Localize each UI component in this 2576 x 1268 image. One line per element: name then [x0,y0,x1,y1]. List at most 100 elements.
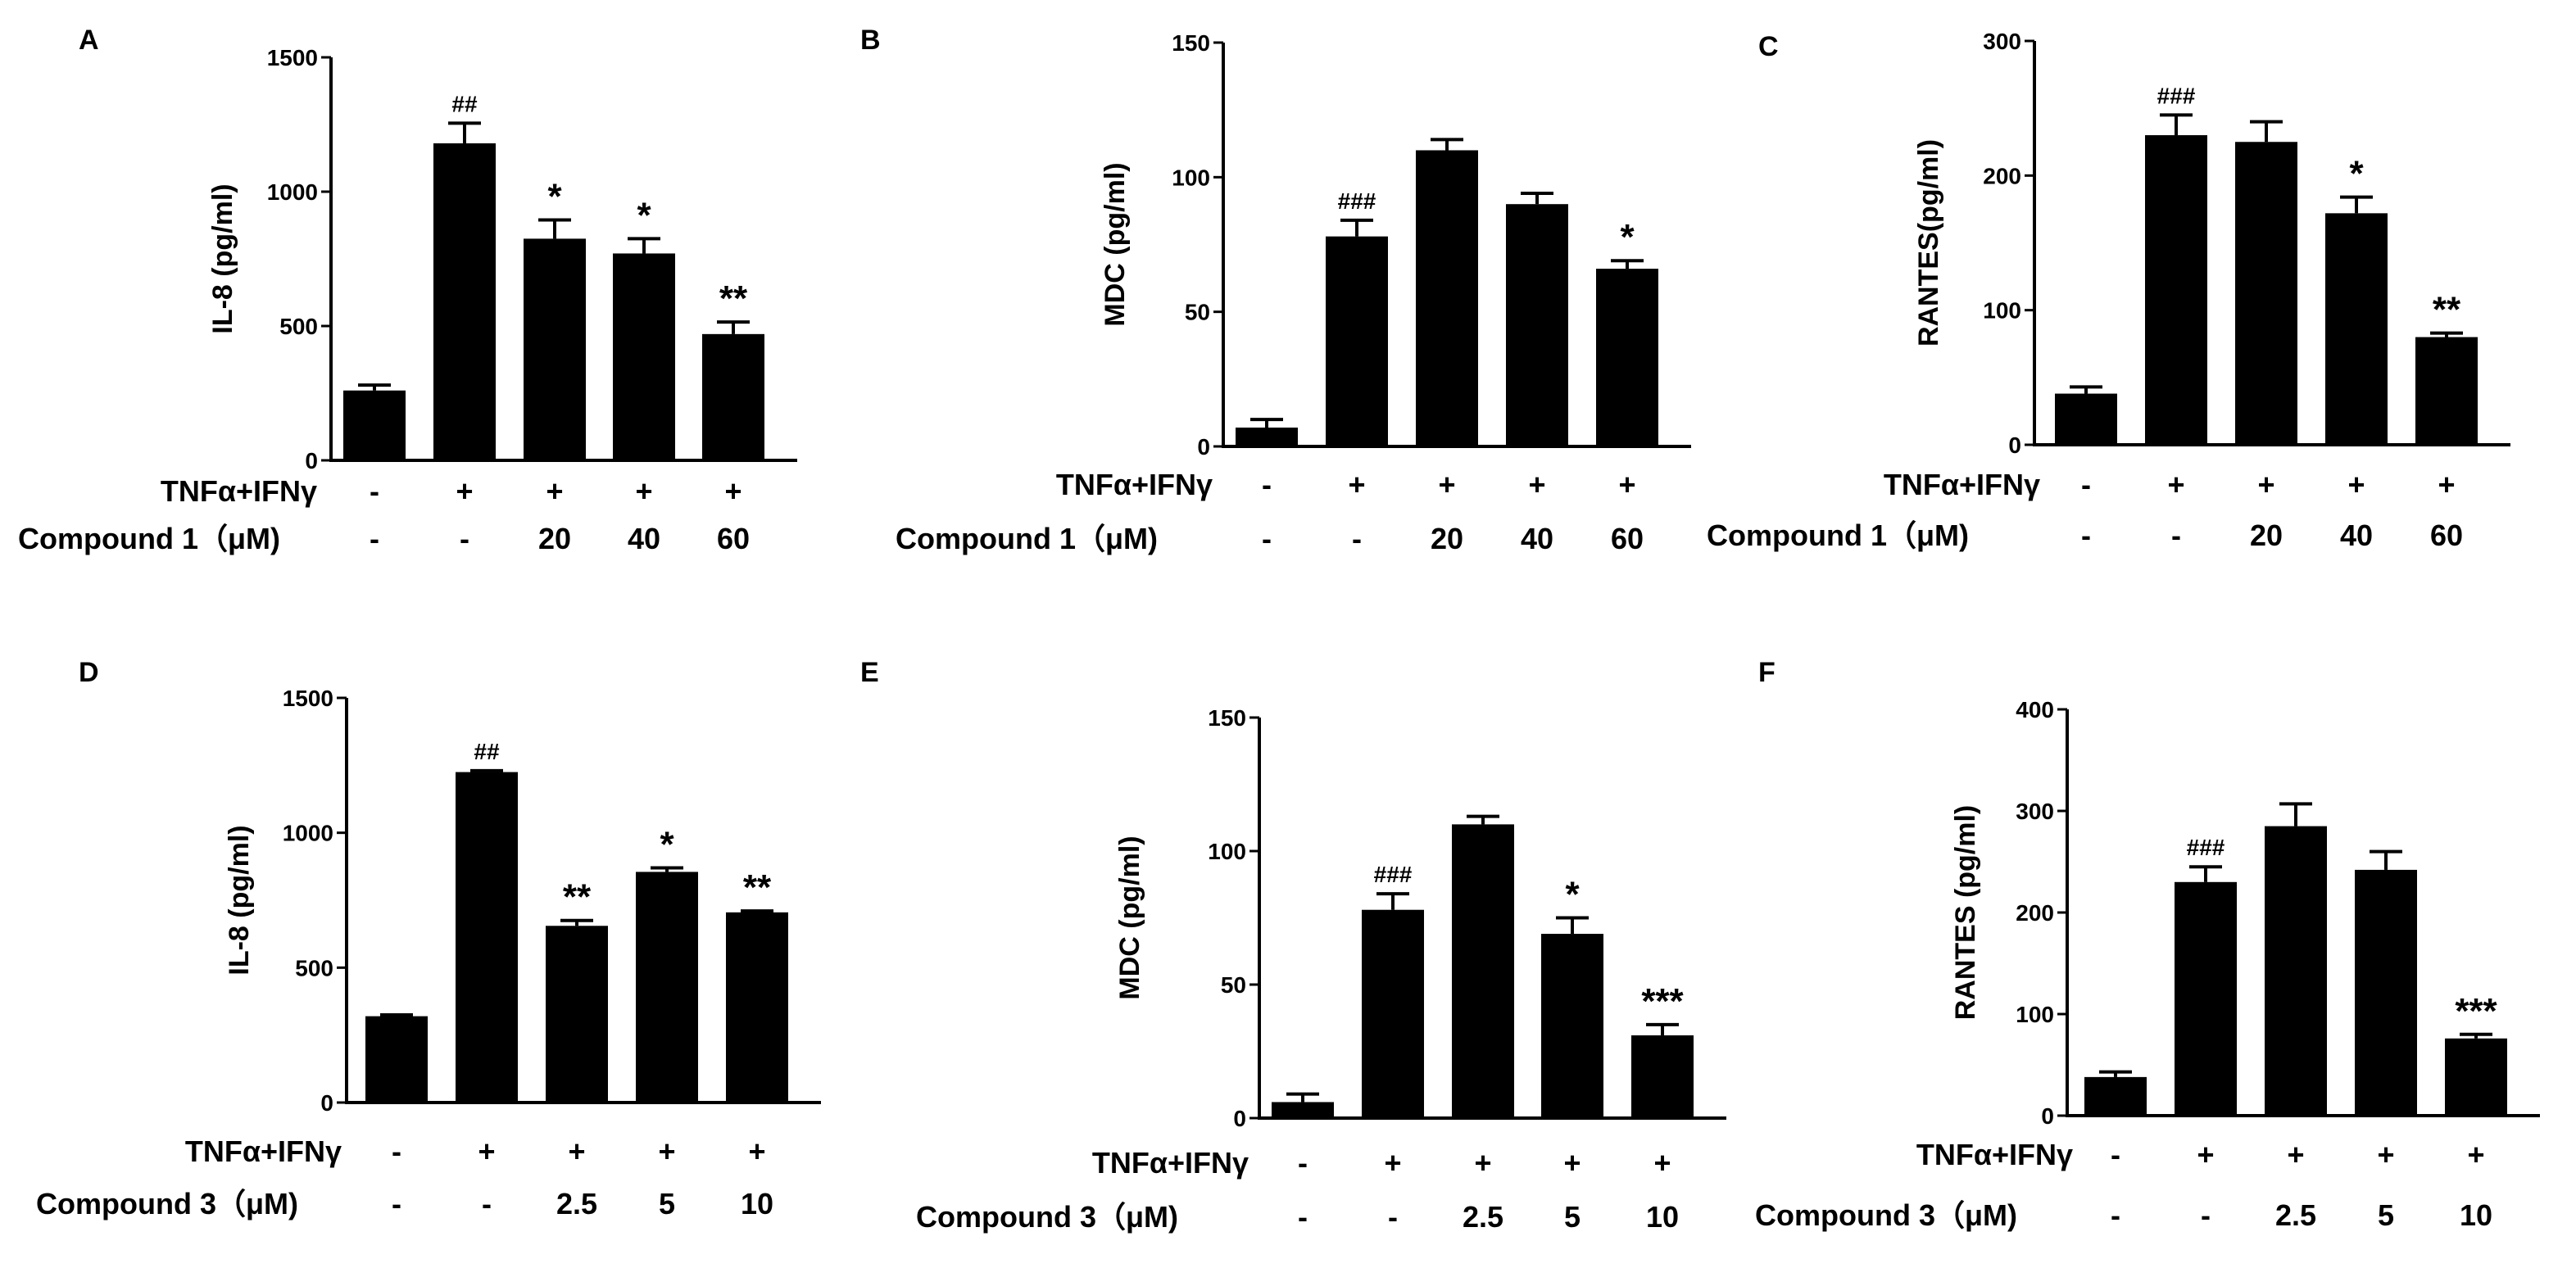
significance-marker: * [1565,875,1580,915]
compound-dose-value: 2.5 [556,1187,597,1220]
compound-dose-value: 5 [2378,1198,2394,1232]
bar [433,143,496,460]
compound-dose-value: - [1298,1200,1308,1234]
compound-dose-value: 40 [2340,519,2373,552]
compound-dose-value: - [392,1187,401,1220]
bar [2084,1076,2147,1116]
bar [1452,824,1514,1118]
treatment-value: - [370,474,379,508]
treatment-value: - [2081,468,2091,501]
significance-marker: * [547,176,562,216]
panel-letter: A [79,25,99,56]
compound-dose-value: 20 [538,522,571,555]
compound-dose-value: 20 [1431,522,1463,555]
bar [1272,1102,1334,1118]
compound-dose-value: 2.5 [1463,1200,1503,1234]
bar [2415,337,2478,445]
treatment-value: + [1384,1146,1401,1180]
treatment-value: + [748,1134,765,1168]
treatment-value: + [456,474,473,508]
significance-marker: ** [743,867,772,908]
compound-dose-value: - [2111,1198,2120,1232]
bar [702,333,764,460]
y-tick-label: 0 [1233,1106,1246,1131]
significance-marker: ** [2433,290,2461,330]
row-label-compound: Compound 1（μM) [896,522,1158,555]
panel-letter: D [79,657,99,688]
treatment-value: + [2377,1138,2394,1171]
treatment-value: + [1474,1146,1491,1180]
compound-dose-value: - [482,1187,492,1220]
y-tick-label: 150 [1208,705,1246,731]
y-tick-label: 1000 [283,821,333,846]
compound-dose-value: 10 [741,1187,773,1220]
significance-marker: ### [2157,83,2196,108]
y-tick-label: 100 [1172,165,1210,190]
y-tick-label: 0 [2008,432,2021,458]
treatment-value: + [2167,468,2184,501]
compound-dose-value: - [370,522,379,555]
bar [1236,427,1298,446]
y-axis-label: RANTES (pg/ml) [1950,805,1981,1021]
bar [613,253,675,460]
y-tick-label: 100 [1983,298,2021,324]
significance-marker: ### [1338,188,1376,214]
panel-b: B 0 50 100 150 MDC (pg/ml) ### * TNFα+IFNγ - + + + + C… [860,25,1691,555]
y-axis-label: MDC (pg/ml) [1100,162,1131,326]
row-label-compound: Compound 1（μM) [1707,519,1969,552]
y-tick-label: 0 [1197,434,1210,460]
bar [2175,881,2237,1116]
y-tick-label: 300 [1983,29,2021,54]
compound-dose-value: 60 [1611,522,1644,555]
treatment-value: + [1653,1146,1671,1180]
compound-dose-value: - [2171,519,2181,552]
compound-dose-value: 40 [1521,522,1553,555]
bar [1596,269,1658,446]
bar [2265,826,2327,1116]
treatment-value: + [546,474,563,508]
compound-dose-value: 10 [2460,1198,2492,1232]
y-tick-label: 150 [1172,30,1210,56]
significance-marker: ### [2187,835,2225,860]
compound-dose-value: 60 [717,522,750,555]
significance-marker: ### [1374,862,1413,887]
bar [636,872,698,1103]
treatment-value: + [2438,468,2455,501]
y-tick-label: 500 [279,314,318,339]
row-label-treatment: TNFα+IFNγ [1916,1138,2073,1171]
significance-marker: * [1620,217,1635,257]
y-tick-label: 300 [2016,799,2054,824]
y-axis-label: RANTES(pg/ml) [1913,139,1944,346]
significance-marker: ** [563,877,592,917]
compound-dose-value: 2.5 [2275,1198,2316,1232]
bar [2325,213,2388,445]
bar [2145,135,2207,446]
significance-marker: ** [719,279,748,319]
row-label-treatment: TNFα+IFNγ [1056,468,1213,501]
treatment-value: + [1528,468,1545,501]
y-tick-label: 0 [320,1090,333,1116]
bar [546,926,608,1103]
y-tick-label: 1500 [283,686,333,711]
row-label-treatment: TNFα+IFNγ [1884,468,2040,501]
treatment-value: + [658,1134,675,1168]
treatment-value: + [2257,468,2274,501]
significance-marker: *** [1641,981,1684,1021]
y-tick-label: 0 [2041,1103,2054,1129]
bar [1541,934,1603,1118]
y-tick-label: 200 [1983,163,2021,188]
treatment-value: + [1438,468,1455,501]
significance-marker: ## [451,91,478,116]
y-tick-label: 400 [2016,697,2054,722]
treatment-value: + [2467,1138,2484,1171]
panel-letter: B [860,25,881,56]
row-label-compound: Compound 3（μM) [1755,1198,2017,1232]
treatment-value: + [568,1134,585,1168]
y-tick-label: 200 [2016,900,2054,926]
compound-dose-value: 20 [2250,519,2283,552]
compound-dose-value: 10 [1646,1200,1679,1234]
